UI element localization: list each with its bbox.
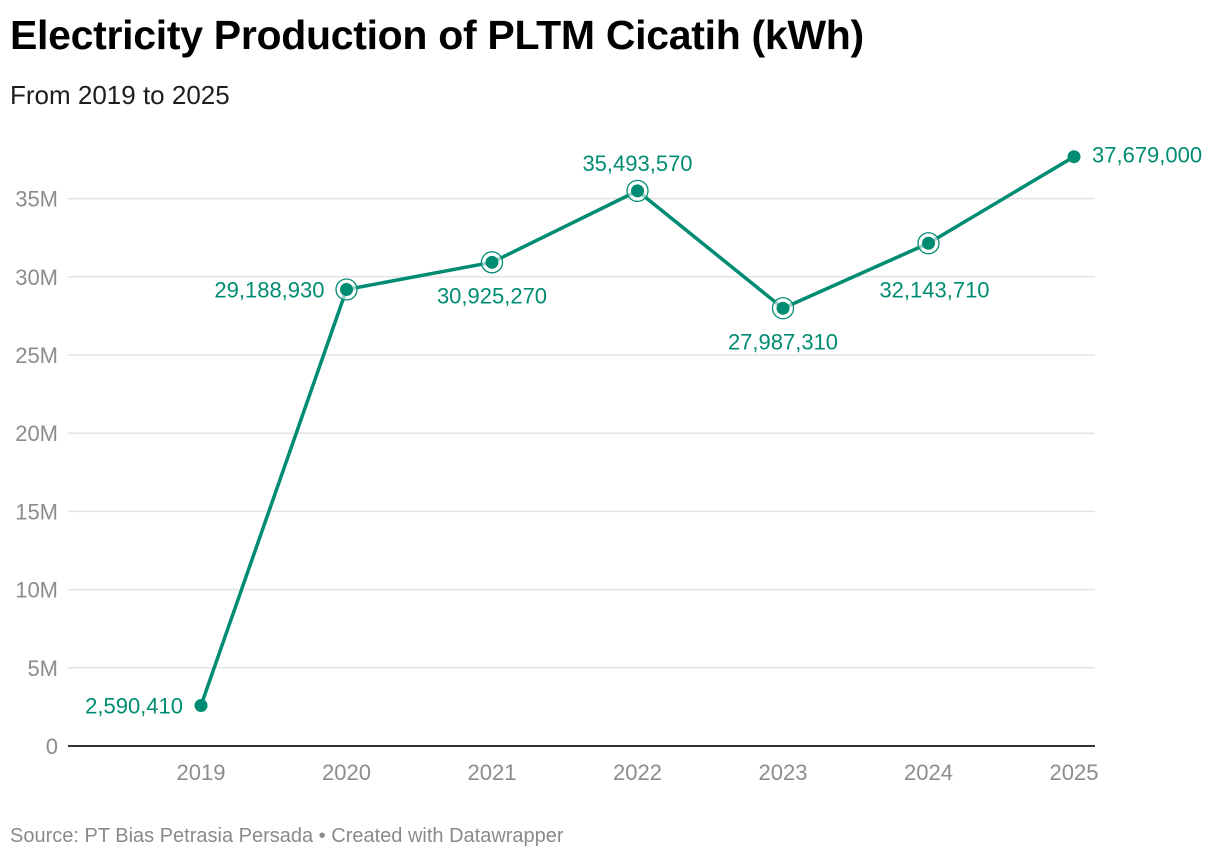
x-tick-label: 2019 [177,760,226,785]
data-point [485,255,499,269]
series-line-layer [199,154,1076,708]
grid-layer [68,197,1095,747]
y-tick-label: 0 [46,734,58,759]
data-point [194,698,208,712]
data-label: 27,987,310 [728,329,838,354]
x-tick-label: 2022 [613,760,662,785]
x-tick-label: 2025 [1050,760,1099,785]
data-label: 30,925,270 [437,283,547,308]
data-label: 2,590,410 [85,693,183,718]
x-tick-label: 2023 [759,760,808,785]
y-axis-ticks: 0 5M 10M 15M 20M 25M 30M 35M [15,187,58,759]
y-tick-label: 25M [15,343,58,368]
chart-subtitle: From 2019 to 2025 [10,80,230,110]
chart-title: Electricity Production of PLTM Cicatih (… [10,12,864,58]
x-axis-ticks: 2019 2020 2021 2022 2023 2024 2025 [177,760,1099,785]
footer-note: Source: PT Bias Petrasia Persada • Creat… [10,825,564,848]
data-point [631,184,644,198]
data-labels: 2,590,410 29,188,930 30,925,270 35,493,570 2… [83,141,1204,721]
data-label: 35,493,570 [582,151,692,176]
y-tick-label: 20M [15,421,58,446]
credit-note: Created with Datawrapper [331,825,564,847]
data-point [1067,150,1081,164]
series-line [199,154,1076,708]
y-tick-label: 5M [27,656,58,681]
x-tick-label: 2021 [468,760,517,785]
data-label: 29,188,930 [214,277,324,302]
data-point [340,282,353,296]
x-tick-label: 2024 [904,760,953,785]
source-note: Source: PT Bias Petrasia Persada [10,825,314,847]
data-point [776,301,790,315]
footer-separator: • [313,825,332,847]
y-tick-label: 35M [15,187,58,212]
data-point [922,236,935,250]
data-points [194,150,1081,712]
x-tick-label: 2020 [322,760,371,785]
y-tick-label: 10M [15,578,58,603]
y-tick-label: 30M [15,265,58,290]
data-label: 32,143,710 [879,277,989,302]
data-label: 37,679,000 [1092,143,1202,168]
y-tick-label: 15M [15,499,58,524]
